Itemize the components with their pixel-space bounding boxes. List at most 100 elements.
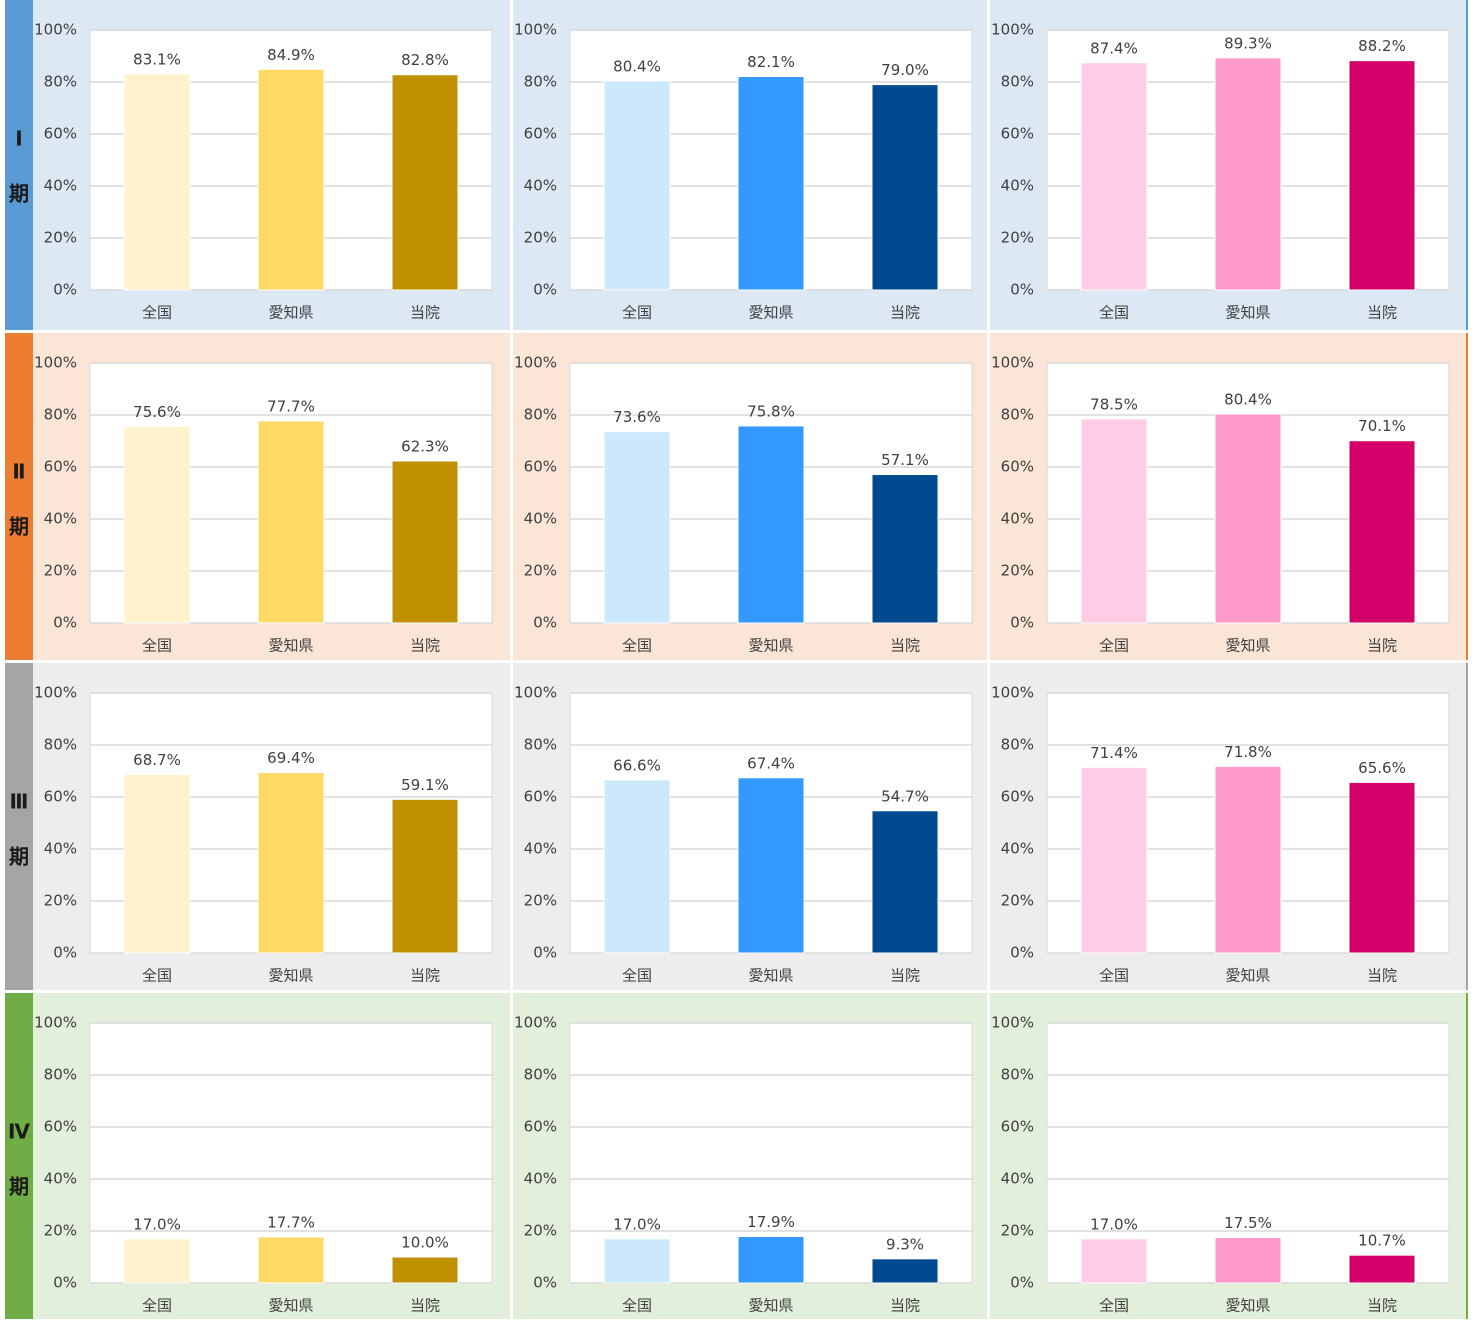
bar <box>1348 781 1416 954</box>
y-tick-label: 80% <box>524 1066 557 1084</box>
row-kanji: 期 <box>9 515 29 539</box>
value-label: 88.2% <box>1358 37 1406 55</box>
value-label: 17.0% <box>1090 1215 1138 1233</box>
y-tick-label: 0% <box>53 281 77 299</box>
y-tick-label: 100% <box>991 354 1034 372</box>
bar <box>603 80 671 291</box>
bar <box>391 1256 459 1284</box>
bar <box>737 425 805 624</box>
y-tick-label: 80% <box>44 1066 77 1084</box>
x-tick-label: 全国 <box>1099 967 1129 985</box>
y-tick-label: 100% <box>991 684 1034 702</box>
x-tick-label: 愛知県 <box>748 1297 793 1315</box>
bar <box>391 74 459 291</box>
y-tick-label: 0% <box>533 1274 557 1292</box>
bar <box>391 460 459 624</box>
x-tick-label: 愛知県 <box>1225 304 1270 322</box>
x-tick-label: 全国 <box>142 637 172 655</box>
y-tick-label: 0% <box>1010 281 1034 299</box>
y-tick-label: 20% <box>524 562 557 580</box>
y-tick-label: 60% <box>44 1118 77 1136</box>
y-tick-label: 100% <box>991 21 1034 39</box>
y-tick-label: 100% <box>34 684 77 702</box>
bar <box>123 1238 191 1284</box>
y-tick-label: 80% <box>524 406 557 424</box>
y-tick-label: 80% <box>1001 406 1034 424</box>
y-tick-label: 20% <box>524 1222 557 1240</box>
y-tick-label: 40% <box>524 1170 557 1188</box>
x-tick-label: 愛知県 <box>1225 967 1270 985</box>
y-tick-label: 40% <box>524 510 557 528</box>
y-tick-label: 20% <box>44 1222 77 1240</box>
bar <box>1080 62 1148 291</box>
x-tick-label: 当院 <box>890 637 920 655</box>
y-tick-label: 20% <box>44 229 77 247</box>
y-tick-label: 40% <box>44 1170 77 1188</box>
bar <box>1348 60 1416 291</box>
x-tick-label: 全国 <box>1099 1297 1129 1315</box>
y-tick-label: 60% <box>524 788 557 806</box>
x-tick-label: 愛知県 <box>748 967 793 985</box>
y-tick-label: 60% <box>44 788 77 806</box>
value-label: 9.3% <box>886 1235 924 1253</box>
y-tick-label: 40% <box>1001 177 1034 195</box>
y-tick-label: 20% <box>1001 892 1034 910</box>
y-tick-label: 0% <box>533 944 557 962</box>
bar <box>1080 418 1148 624</box>
y-tick-label: 60% <box>524 1118 557 1136</box>
x-tick-label: 全国 <box>1099 304 1129 322</box>
y-tick-label: 60% <box>44 458 77 476</box>
bar <box>1214 413 1282 624</box>
y-tick-label: 40% <box>1001 510 1034 528</box>
y-tick-label: 40% <box>524 177 557 195</box>
y-tick-label: 0% <box>1010 1274 1034 1292</box>
x-tick-label: 当院 <box>890 967 920 985</box>
value-label: 80.4% <box>613 57 661 75</box>
value-label: 89.3% <box>1224 34 1272 52</box>
value-label: 17.9% <box>747 1213 795 1231</box>
y-tick-label: 100% <box>34 354 77 372</box>
bar <box>257 68 325 291</box>
x-tick-label: 全国 <box>622 967 652 985</box>
x-tick-label: 愛知県 <box>748 304 793 322</box>
value-label: 79.0% <box>881 61 929 79</box>
bar <box>1348 440 1416 624</box>
bar <box>603 431 671 624</box>
row-strip <box>5 663 33 990</box>
value-label: 83.1% <box>133 50 181 68</box>
x-tick-label: 愛知県 <box>1225 637 1270 655</box>
row-strip <box>5 333 33 660</box>
bar <box>1214 1237 1282 1284</box>
x-tick-label: 愛知県 <box>268 967 313 985</box>
bar <box>1080 766 1148 954</box>
y-tick-label: 0% <box>533 614 557 632</box>
bar <box>1214 57 1282 291</box>
x-tick-label: 当院 <box>890 304 920 322</box>
y-tick-label: 80% <box>1001 1066 1034 1084</box>
value-label: 69.4% <box>267 749 315 767</box>
bar <box>871 1258 939 1284</box>
row-numeral: Ⅲ <box>10 790 29 814</box>
row-numeral: Ⅳ <box>8 1120 30 1144</box>
value-label: 68.7% <box>133 751 181 769</box>
y-tick-label: 0% <box>53 614 77 632</box>
y-tick-label: 20% <box>1001 562 1034 580</box>
value-label: 70.1% <box>1358 417 1406 435</box>
y-tick-label: 60% <box>1001 458 1034 476</box>
x-tick-label: 当院 <box>1367 637 1397 655</box>
value-label: 57.1% <box>881 451 929 469</box>
y-tick-label: 100% <box>514 684 557 702</box>
y-tick-label: 40% <box>44 177 77 195</box>
value-label: 66.6% <box>613 756 661 774</box>
y-tick-label: 100% <box>514 354 557 372</box>
row-kanji: 期 <box>9 845 29 869</box>
y-tick-label: 60% <box>1001 1118 1034 1136</box>
row-strip <box>5 0 33 330</box>
value-label: 17.7% <box>267 1213 315 1231</box>
bar <box>737 777 805 954</box>
value-label: 75.6% <box>133 403 181 421</box>
y-tick-label: 0% <box>53 1274 77 1292</box>
y-tick-label: 80% <box>44 736 77 754</box>
x-tick-label: 当院 <box>890 1297 920 1315</box>
